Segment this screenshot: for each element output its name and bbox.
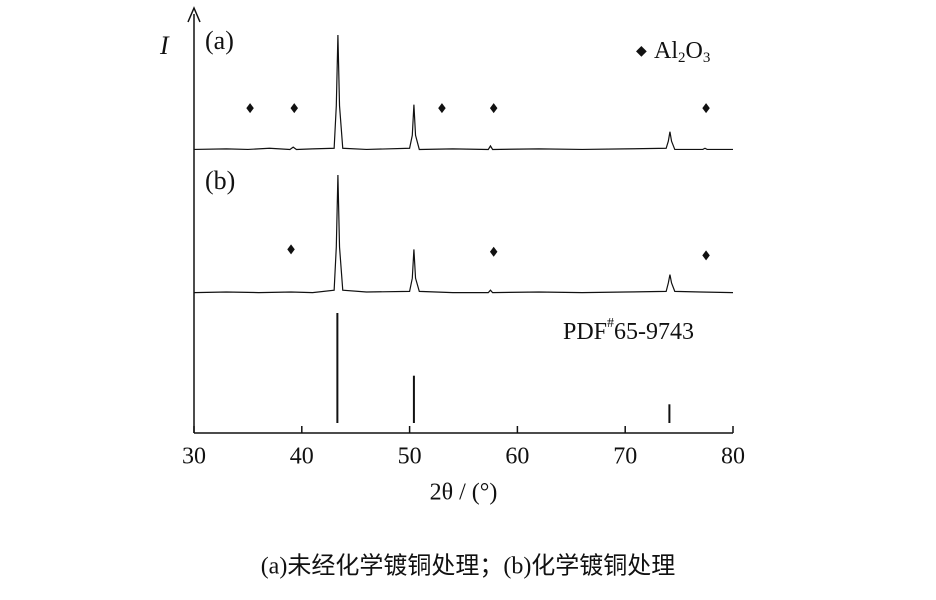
panel-label: (b) — [205, 166, 235, 195]
x-tick-label: 40 — [290, 444, 314, 470]
legend-label-part: 2 — [678, 50, 686, 66]
al2o3-marker — [438, 103, 446, 114]
reference-label-part: 65-9743 — [614, 319, 694, 345]
al2o3-marker — [489, 246, 498, 257]
al2o3-marker — [702, 103, 710, 114]
al2o3-marker — [702, 250, 710, 261]
x-tick-label: 30 — [182, 444, 206, 470]
x-axis-label: 2θ / (°) — [430, 480, 498, 506]
al2o3-marker — [287, 244, 295, 255]
xrd-line — [193, 174, 734, 294]
y-axis-arrow — [187, 6, 201, 23]
al2o3-marker — [246, 103, 254, 114]
legend-label-part: Al — [654, 38, 678, 64]
x-tick-label: 80 — [721, 444, 745, 470]
panel-label: (a) — [205, 26, 234, 55]
caption: (a)未经化学镀铜处理；(b)化学镀铜处理 — [261, 553, 676, 580]
x-tick-label: 60 — [505, 444, 529, 470]
legend-label-part: 3 — [703, 50, 711, 66]
xrd-line — [193, 34, 733, 151]
legend-marker: ◆ — [636, 44, 647, 59]
legend-label-part: O — [686, 38, 703, 64]
al2o3-marker — [290, 103, 299, 114]
reference-label-part: # — [607, 316, 614, 331]
al2o3-marker — [489, 103, 498, 114]
x-tick-label: 50 — [398, 444, 422, 470]
y-axis-label: I — [159, 31, 170, 60]
reference-label-part: PDF — [563, 319, 607, 345]
x-tick-label: 70 — [613, 444, 637, 470]
legend-label: Al2O3 — [654, 38, 710, 67]
reference-label: PDF#65-9743 — [563, 316, 694, 344]
